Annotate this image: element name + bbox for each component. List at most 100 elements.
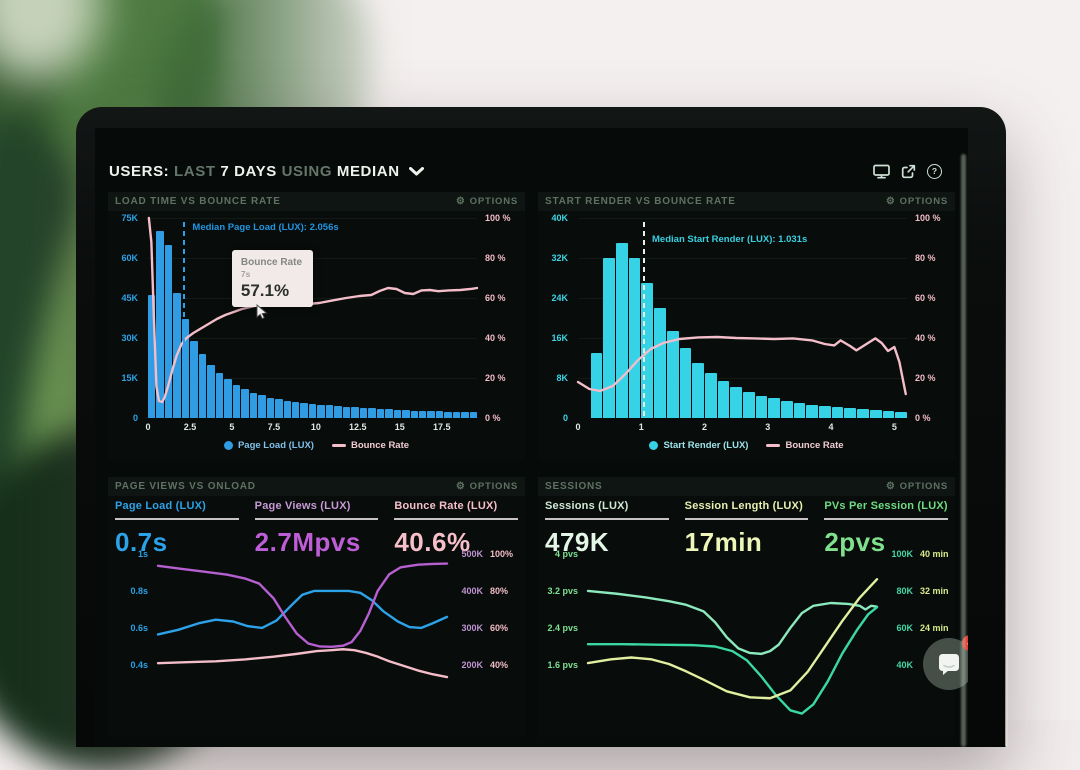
title-part: MEDIAN xyxy=(336,162,400,180)
axis-tick-label: 60% xyxy=(490,622,509,633)
chat-messenger-button[interactable]: 4 xyxy=(923,635,968,690)
axis-tick-label: 500K xyxy=(461,549,483,559)
histogram-bar xyxy=(368,408,376,418)
histogram-bar xyxy=(402,410,410,418)
axis-tick-label: 75K xyxy=(121,213,138,223)
histogram-bar xyxy=(869,410,882,418)
line-series xyxy=(578,337,906,394)
histogram-bar xyxy=(616,243,628,418)
metric-value: 17min xyxy=(684,527,763,557)
histogram-bar xyxy=(844,408,857,418)
median-annotation: Median Page Load (LUX): 2.056s xyxy=(192,222,339,233)
bounce-rate-line xyxy=(148,218,477,418)
metric-value: 2.7Mpvs xyxy=(254,527,361,557)
histogram-bar xyxy=(207,364,215,418)
gear-icon xyxy=(456,482,466,492)
legend-label: Bounce Rate xyxy=(785,440,844,451)
metric-value: 2pvs xyxy=(824,527,886,557)
gear-icon xyxy=(886,197,896,207)
histogram-bar xyxy=(385,409,393,418)
axis-tick-label: 100K xyxy=(891,549,913,559)
axis-tick-label: 400K xyxy=(461,586,483,597)
options-button[interactable]: OPTIONS xyxy=(456,481,518,492)
dot-marker-icon xyxy=(223,441,233,450)
axis-tick-label: 60 % xyxy=(915,293,936,303)
line-marker-icon xyxy=(331,444,346,447)
axis-tick: 40K xyxy=(883,660,955,670)
metric-label: Sessions (LUX) xyxy=(545,500,629,512)
bounce-rate-line xyxy=(578,218,907,418)
share-icon[interactable] xyxy=(901,164,916,179)
axis-tick: 500K 100% xyxy=(453,549,525,559)
axis-tick-label: 3 xyxy=(765,422,771,432)
histogram-bar xyxy=(768,398,780,418)
metric-underline xyxy=(684,518,809,520)
axis-tick-label: 100 % xyxy=(915,213,941,223)
histogram-bar xyxy=(730,387,742,418)
histogram-bar xyxy=(895,411,907,418)
histogram-bar xyxy=(590,353,603,418)
histogram-chart: 75K 60K 45K 30K 15K 0 Median Page Load (LUX):… xyxy=(108,213,525,423)
histogram-bar xyxy=(249,392,258,418)
axis-tick-label: 5 xyxy=(891,422,897,432)
axis-tick-label: 1s xyxy=(137,549,148,559)
line-chart: 4 pvs 3.2 pvs 2.4 pvs 1.6 pvs 100K 40 min 80K… xyxy=(538,549,955,739)
options-button[interactable]: OPTIONS xyxy=(886,196,948,207)
histogram-bar xyxy=(198,354,207,418)
panel-header: SESSIONS OPTIONS xyxy=(538,477,955,496)
panel-start-render-vs-bounce-rate: START RENDER VS BOUNCE RATE OPTIONS 40K 3… xyxy=(538,192,955,460)
histogram-bar xyxy=(291,402,300,418)
options-button[interactable]: OPTIONS xyxy=(886,481,948,492)
histogram-bar xyxy=(781,400,793,418)
axis-tick-label: 200K xyxy=(461,659,483,670)
histogram-bar xyxy=(181,319,190,418)
histogram-bar xyxy=(275,399,283,418)
dot-marker-icon xyxy=(649,441,659,450)
title-part: USING xyxy=(276,162,337,180)
histogram-bar xyxy=(190,340,198,418)
axis-tick-label: 4 pvs xyxy=(554,549,578,559)
axis-tick-label: 60 % xyxy=(485,293,506,303)
axis-tick-label: 0 % xyxy=(485,413,501,423)
plot-area xyxy=(588,551,877,739)
axis-tick-label: 20 % xyxy=(485,373,506,383)
axis-tick-label: 0.6s xyxy=(130,622,148,633)
histogram-bar xyxy=(831,407,844,418)
line-series xyxy=(588,607,877,713)
panel-load-time-vs-bounce-rate: LOAD TIME VS BOUNCE RATE OPTIONS 75K 60K 4… xyxy=(108,192,525,460)
help-icon[interactable] xyxy=(927,163,942,179)
axis-tick-label: 1.6 pvs xyxy=(547,659,578,670)
legend-item[interactable]: Bounce Rate xyxy=(331,440,409,451)
chat-bubble-icon xyxy=(939,654,959,675)
axis-tick-label: 10 xyxy=(310,422,321,432)
dashboard-title: USERS: LAST 7 DAYS USING MEDIAN xyxy=(109,163,400,180)
legend-item[interactable]: Start Render (LUX) xyxy=(649,440,748,451)
axis-tick-label: 0 xyxy=(145,422,151,432)
top-bar: USERS: LAST 7 DAYS USING MEDIAN xyxy=(109,158,942,184)
metric: Bounce Rate (LUX) 40.6% xyxy=(394,500,519,558)
histogram-bar xyxy=(628,258,641,418)
axis-tick-label: 16K xyxy=(551,333,568,343)
histogram-bar xyxy=(325,405,334,418)
panel-header: LOAD TIME VS BOUNCE RATE OPTIONS xyxy=(108,192,525,211)
panel-title: SESSIONS xyxy=(545,481,603,492)
metric: Page Load (LUX) 0.7s xyxy=(115,500,239,558)
axis-tick-label: 24 min xyxy=(920,622,949,633)
metric-label: Page Load (LUX) xyxy=(115,500,207,512)
options-label: OPTIONS xyxy=(469,481,518,492)
tooltip-title: Bounce Rate xyxy=(240,257,303,268)
histogram-bar xyxy=(342,406,351,418)
legend-item[interactable]: Bounce Rate xyxy=(766,440,844,451)
axis-tick-label: 40 % xyxy=(485,333,506,343)
metric-value: 479K xyxy=(545,527,610,557)
axis-tick-label: 20 % xyxy=(915,373,936,383)
legend-item[interactable]: Page Load (LUX) xyxy=(223,440,314,451)
dashboard-title-dropdown[interactable]: USERS: LAST 7 DAYS USING MEDIAN xyxy=(109,163,424,180)
metric: Page Views (LUX) 2.7Mpvs xyxy=(254,500,379,558)
axis-tick-label: 0 xyxy=(562,413,568,423)
options-button[interactable]: OPTIONS xyxy=(456,196,518,207)
histogram-bar xyxy=(334,406,342,418)
line-series xyxy=(158,564,447,647)
display-icon[interactable] xyxy=(873,164,890,179)
axis-tick-label: 24K xyxy=(551,293,568,303)
